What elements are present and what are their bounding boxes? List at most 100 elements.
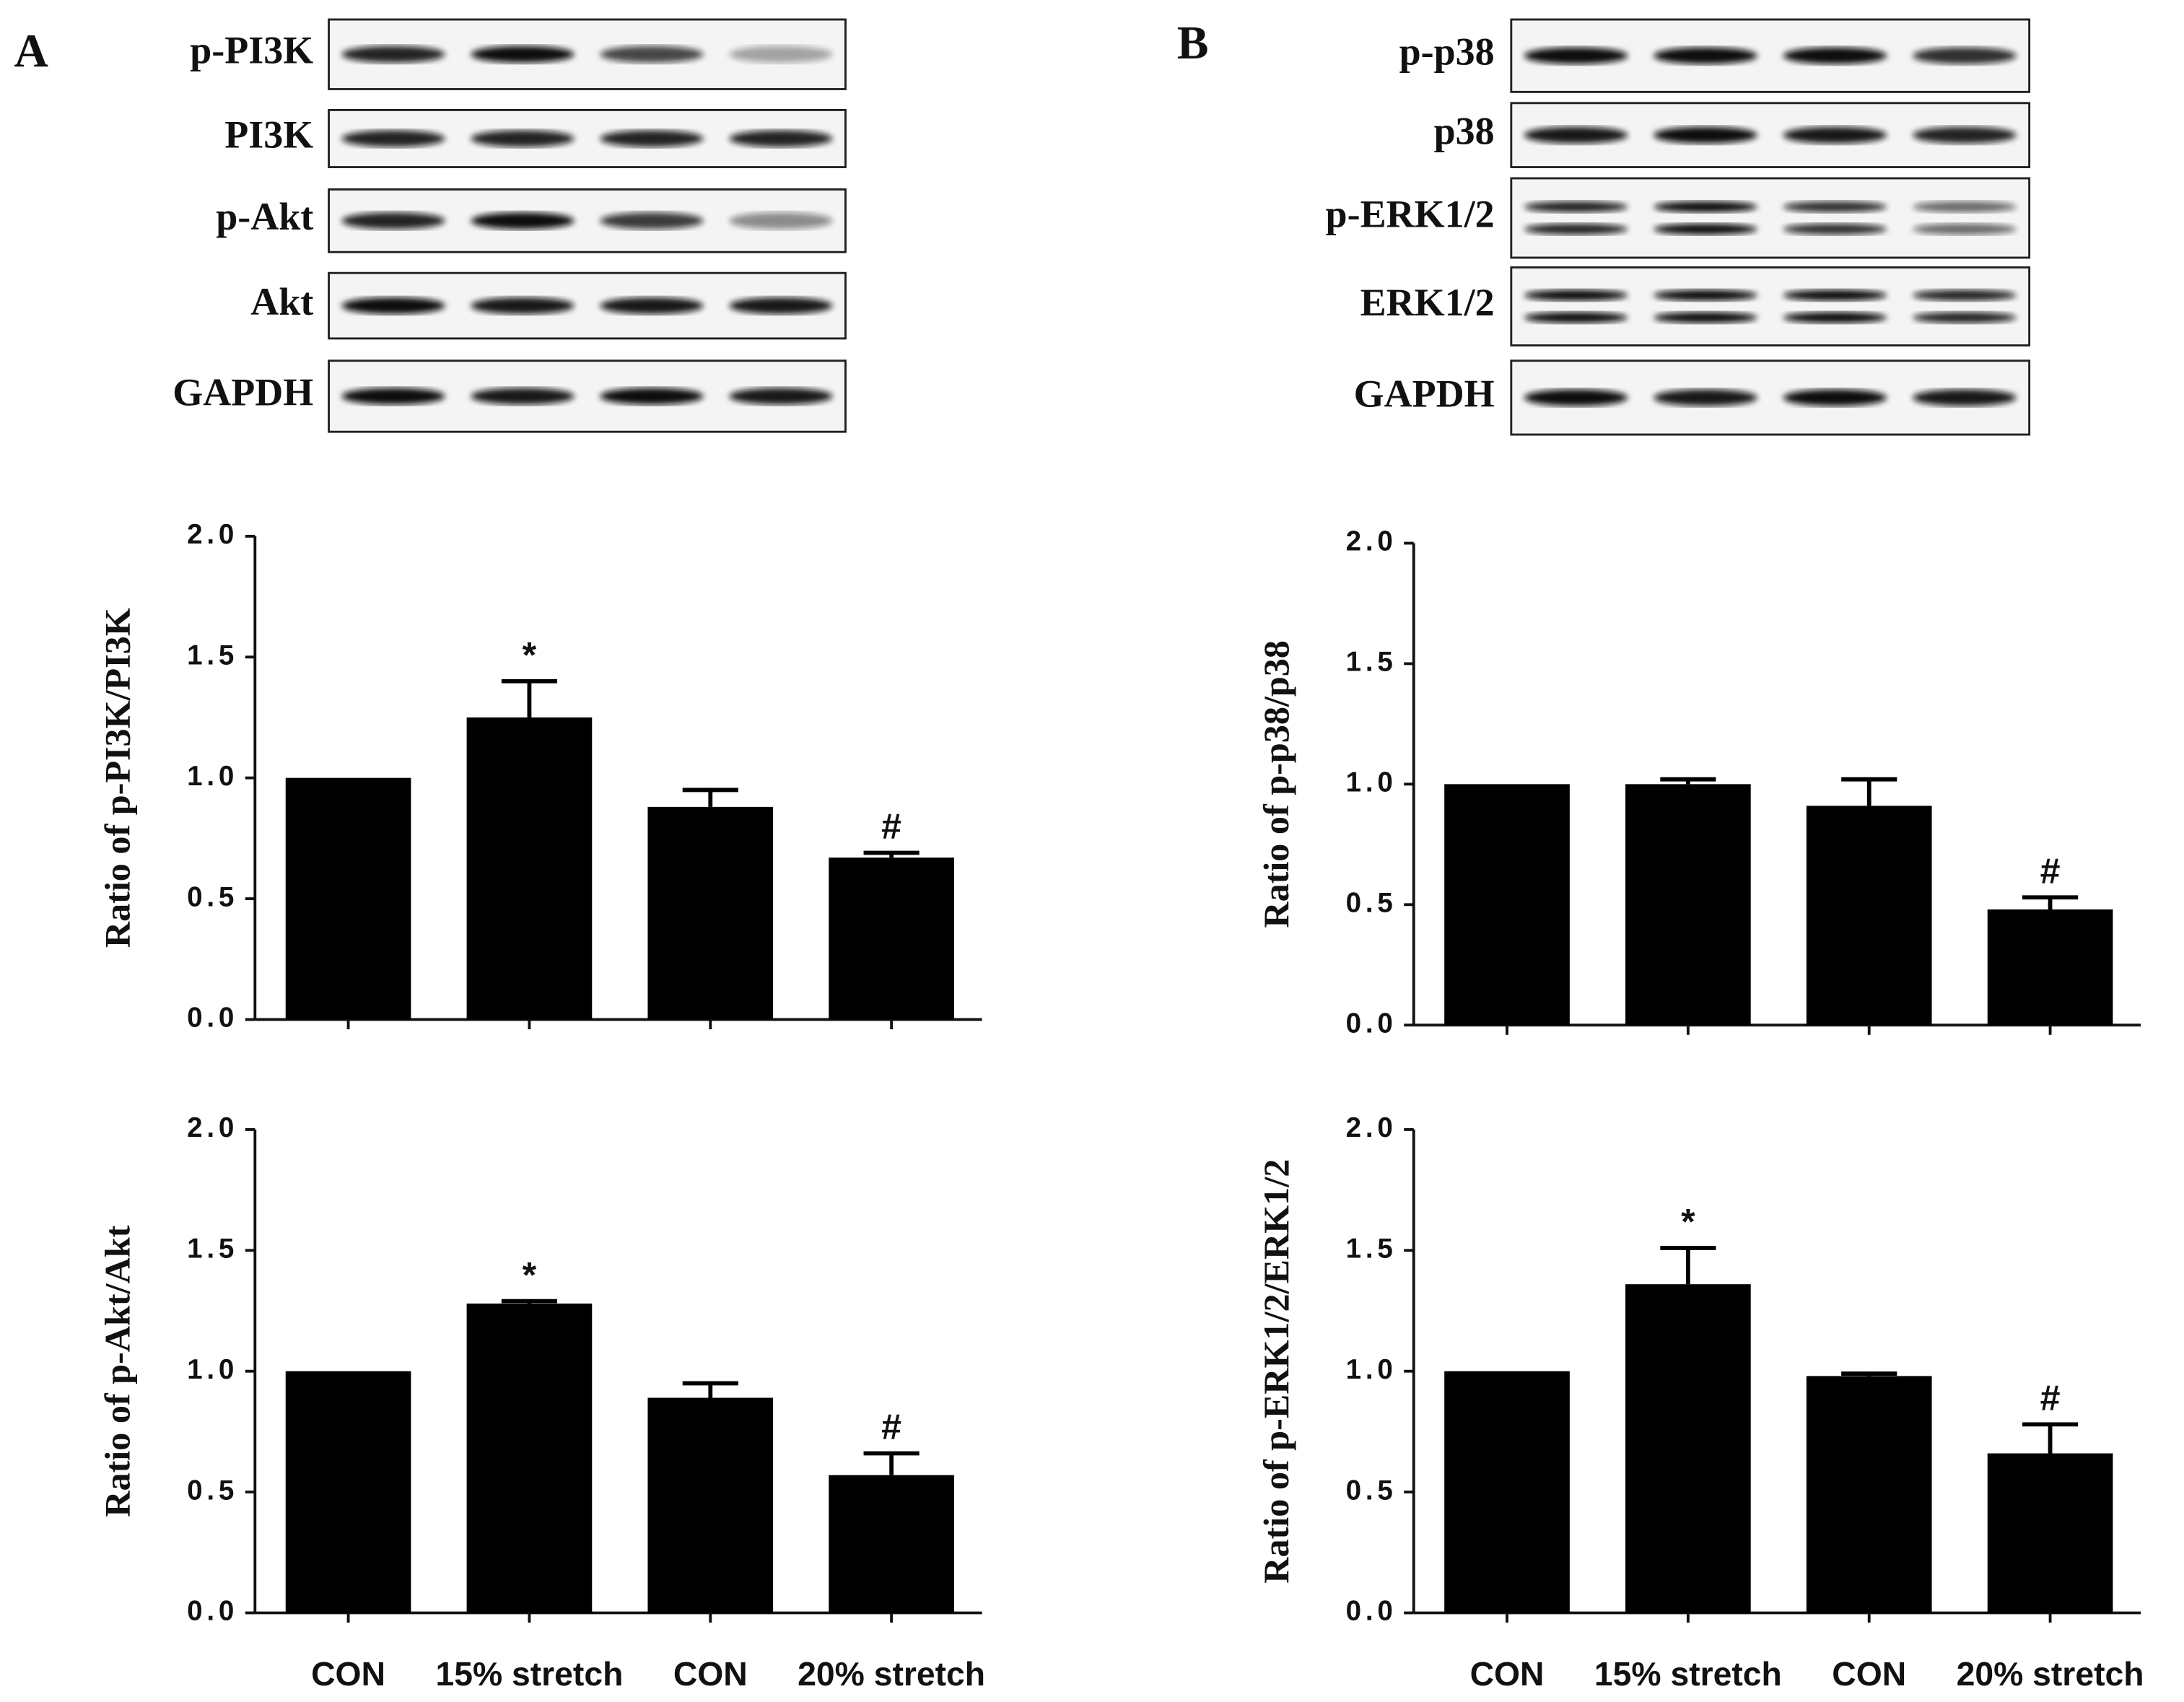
y-tick-label: 1.0 — [187, 761, 238, 792]
y-axis-label: Ratio of p-ERK1/2/ERK1/2 — [1256, 1159, 1296, 1584]
blot-band — [1524, 47, 1628, 64]
y-tick-label: 0.5 — [1346, 1475, 1397, 1506]
blot-band — [1913, 47, 2017, 64]
blot-band — [1913, 223, 2017, 235]
blot-frame — [1510, 266, 2031, 346]
blot-band — [1783, 389, 1887, 406]
y-tick-label: 2.0 — [1346, 526, 1397, 557]
blot-band — [1783, 312, 1887, 323]
y-tick-label: 0.0 — [1346, 1596, 1397, 1627]
bar — [647, 1397, 774, 1613]
x-tick-label: 20% stretch — [798, 1655, 985, 1693]
y-tick-label: 2.0 — [1346, 1112, 1397, 1143]
blot-band — [471, 212, 575, 230]
y-tick-label: 0.5 — [187, 1475, 238, 1506]
blot-frame — [1510, 177, 2031, 259]
significance-marker: # — [881, 806, 901, 847]
bar — [647, 806, 774, 1020]
blot-band — [341, 45, 445, 63]
y-tick-label: 2.0 — [187, 1112, 238, 1143]
bar — [1625, 1284, 1751, 1613]
panel-label: B — [1177, 17, 1209, 69]
significance-marker: # — [2040, 851, 2061, 891]
y-tick-label: 1.0 — [1346, 767, 1397, 798]
blot-label: p-PI3K — [190, 29, 313, 72]
x-tick-label: CON — [673, 1655, 748, 1693]
blot-band — [1654, 312, 1757, 323]
blot-band — [1524, 289, 1628, 301]
blot-band — [600, 297, 704, 315]
blot-band — [1654, 389, 1757, 406]
y-axis-label: Ratio of p-p38/p38 — [1256, 640, 1296, 928]
bar — [1444, 784, 1570, 1026]
y-tick-label: 1.5 — [187, 1234, 238, 1265]
bar — [1625, 784, 1751, 1026]
bar — [466, 717, 593, 1020]
x-tick-label: CON — [1832, 1655, 1906, 1693]
blot-label: GAPDH — [1354, 372, 1495, 415]
bar — [1987, 1453, 2113, 1613]
blot-band — [729, 212, 833, 230]
blot-band — [1524, 126, 1628, 144]
x-tick-label: 15% stretch — [435, 1655, 623, 1693]
y-tick-label: 1.0 — [187, 1354, 238, 1385]
blot-band — [1913, 289, 2017, 301]
blot-band — [1524, 312, 1628, 323]
y-axis-label: Ratio of p-PI3K/PI3K — [97, 608, 138, 948]
y-tick-label: 0.5 — [187, 881, 238, 912]
blot-band — [600, 45, 704, 63]
blot-band — [471, 388, 575, 405]
blot-label: p-p38 — [1399, 30, 1495, 74]
x-tick-label: 20% stretch — [1957, 1655, 2144, 1693]
blot-label: ERK1/2 — [1360, 281, 1495, 324]
blot-band — [341, 130, 445, 147]
blot-label: p-Akt — [216, 195, 313, 238]
y-tick-label: 0.0 — [187, 1596, 238, 1627]
x-tick-label: 15% stretch — [1594, 1655, 1782, 1693]
blot-band — [1783, 126, 1887, 144]
y-tick-label: 0.0 — [187, 1003, 238, 1034]
bar — [466, 1303, 593, 1613]
significance-marker: * — [523, 634, 537, 675]
blot-band — [1654, 223, 1757, 235]
blot-band — [1654, 289, 1757, 301]
blot-band — [1783, 289, 1887, 301]
blot-label: GAPDH — [172, 370, 313, 414]
significance-marker: # — [881, 1407, 901, 1447]
blot-band — [471, 297, 575, 315]
blot-band — [729, 388, 833, 405]
y-tick-label: 1.5 — [1346, 1234, 1397, 1265]
y-tick-label: 1.5 — [1346, 647, 1397, 678]
blot-band — [729, 130, 833, 147]
bar — [829, 857, 954, 1020]
y-tick-label: 0.0 — [1346, 1008, 1397, 1039]
bar — [1806, 1376, 1932, 1613]
blot-band — [600, 130, 704, 147]
blot-band — [341, 212, 445, 230]
blot-band — [1913, 126, 2017, 144]
blot-band — [1524, 389, 1628, 406]
blot-band — [471, 45, 575, 63]
bar — [829, 1475, 954, 1613]
significance-marker: * — [523, 1254, 537, 1295]
blot-band — [341, 297, 445, 315]
blot-band — [729, 45, 833, 63]
bar — [1987, 909, 2113, 1026]
blot-band — [1783, 47, 1887, 64]
bar — [285, 777, 411, 1020]
blot-band — [1654, 201, 1757, 213]
y-axis-label: Ratio of p-Akt/Akt — [97, 1225, 138, 1516]
blot-band — [729, 297, 833, 315]
y-tick-label: 0.5 — [1346, 887, 1397, 918]
blot-band — [471, 130, 575, 147]
panel-label: A — [14, 26, 48, 78]
y-tick-label: 1.0 — [1346, 1354, 1397, 1385]
y-tick-label: 1.5 — [187, 640, 238, 671]
significance-marker: # — [2040, 1378, 2061, 1418]
blot-band — [341, 388, 445, 405]
blot-band — [1913, 389, 2017, 406]
blot-label: p38 — [1434, 110, 1495, 153]
bar — [285, 1371, 411, 1613]
blot-band — [1524, 223, 1628, 235]
